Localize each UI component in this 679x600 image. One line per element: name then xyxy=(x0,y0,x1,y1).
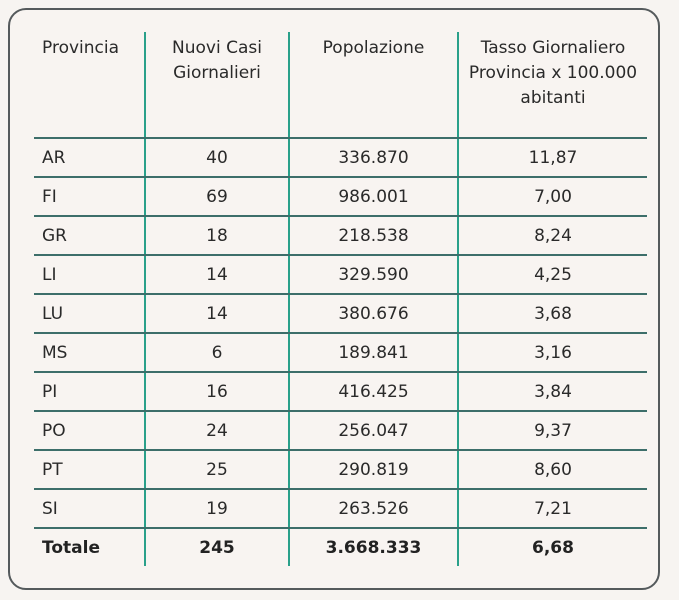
provincia-cell: LI xyxy=(34,255,145,295)
table-row: PT 25 290.819 8,60 xyxy=(34,450,647,490)
table-row: LU 14 380.676 3,68 xyxy=(34,294,647,334)
nuovi-casi-cell: 14 xyxy=(144,294,289,334)
provincia-cell: LU xyxy=(34,294,145,334)
popolazione-cell: 218.538 xyxy=(288,216,458,256)
provincia-cell: FI xyxy=(34,177,145,217)
provincia-cell: PT xyxy=(34,450,145,490)
header-row: Provincia Nuovi Casi Giornalieri Popolaz… xyxy=(34,32,647,139)
tasso-cell: 7,21 xyxy=(457,489,647,529)
nuovi-casi-cell: 16 xyxy=(144,372,289,412)
province-cases-table: Provincia Nuovi Casi Giornalieri Popolaz… xyxy=(34,32,647,566)
total-row: Totale 245 3.668.333 6,68 xyxy=(34,528,647,566)
popolazione-cell: 380.676 xyxy=(288,294,458,334)
popolazione-cell: 256.047 xyxy=(288,411,458,451)
nuovi-casi-cell: 19 xyxy=(144,489,289,529)
popolazione-cell: 986.001 xyxy=(288,177,458,217)
table-card: Provincia Nuovi Casi Giornalieri Popolaz… xyxy=(8,8,660,590)
popolazione-cell: 263.526 xyxy=(288,489,458,529)
table-row: GR 18 218.538 8,24 xyxy=(34,216,647,256)
nuovi-casi-cell: 69 xyxy=(144,177,289,217)
total-tasso-cell: 6,68 xyxy=(457,528,647,566)
total-popolazione-cell: 3.668.333 xyxy=(288,528,458,566)
tasso-cell: 7,00 xyxy=(457,177,647,217)
header-popolazione: Popolazione xyxy=(288,32,458,139)
provincia-cell: PI xyxy=(34,372,145,412)
tasso-cell: 9,37 xyxy=(457,411,647,451)
nuovi-casi-cell: 6 xyxy=(144,333,289,373)
provincia-cell: MS xyxy=(34,333,145,373)
nuovi-casi-cell: 24 xyxy=(144,411,289,451)
popolazione-cell: 336.870 xyxy=(288,138,458,178)
popolazione-cell: 329.590 xyxy=(288,255,458,295)
table-row: LI 14 329.590 4,25 xyxy=(34,255,647,295)
header-nuovi-casi: Nuovi Casi Giornalieri xyxy=(144,32,289,139)
header-provincia: Provincia xyxy=(34,32,145,139)
tasso-cell: 3,16 xyxy=(457,333,647,373)
provincia-cell: SI xyxy=(34,489,145,529)
popolazione-cell: 290.819 xyxy=(288,450,458,490)
tasso-cell: 3,84 xyxy=(457,372,647,412)
table-row: AR 40 336.870 11,87 xyxy=(34,138,647,178)
nuovi-casi-cell: 25 xyxy=(144,450,289,490)
provincia-cell: GR xyxy=(34,216,145,256)
table-row: SI 19 263.526 7,21 xyxy=(34,489,647,529)
total-nuovi-casi-cell: 245 xyxy=(144,528,289,566)
tasso-cell: 8,60 xyxy=(457,450,647,490)
tasso-cell: 11,87 xyxy=(457,138,647,178)
table-row: FI 69 986.001 7,00 xyxy=(34,177,647,217)
popolazione-cell: 189.841 xyxy=(288,333,458,373)
nuovi-casi-cell: 14 xyxy=(144,255,289,295)
tasso-cell: 3,68 xyxy=(457,294,647,334)
table-row: PI 16 416.425 3,84 xyxy=(34,372,647,412)
nuovi-casi-cell: 18 xyxy=(144,216,289,256)
tasso-cell: 8,24 xyxy=(457,216,647,256)
nuovi-casi-cell: 40 xyxy=(144,138,289,178)
popolazione-cell: 416.425 xyxy=(288,372,458,412)
provincia-cell: PO xyxy=(34,411,145,451)
tasso-cell: 4,25 xyxy=(457,255,647,295)
header-tasso: Tasso Giornaliero Provincia x 100.000 ab… xyxy=(457,32,647,139)
provincia-cell: AR xyxy=(34,138,145,178)
total-provincia-cell: Totale xyxy=(42,537,100,558)
table-row: PO 24 256.047 9,37 xyxy=(34,411,647,451)
table-row: MS 6 189.841 3,16 xyxy=(34,333,647,373)
